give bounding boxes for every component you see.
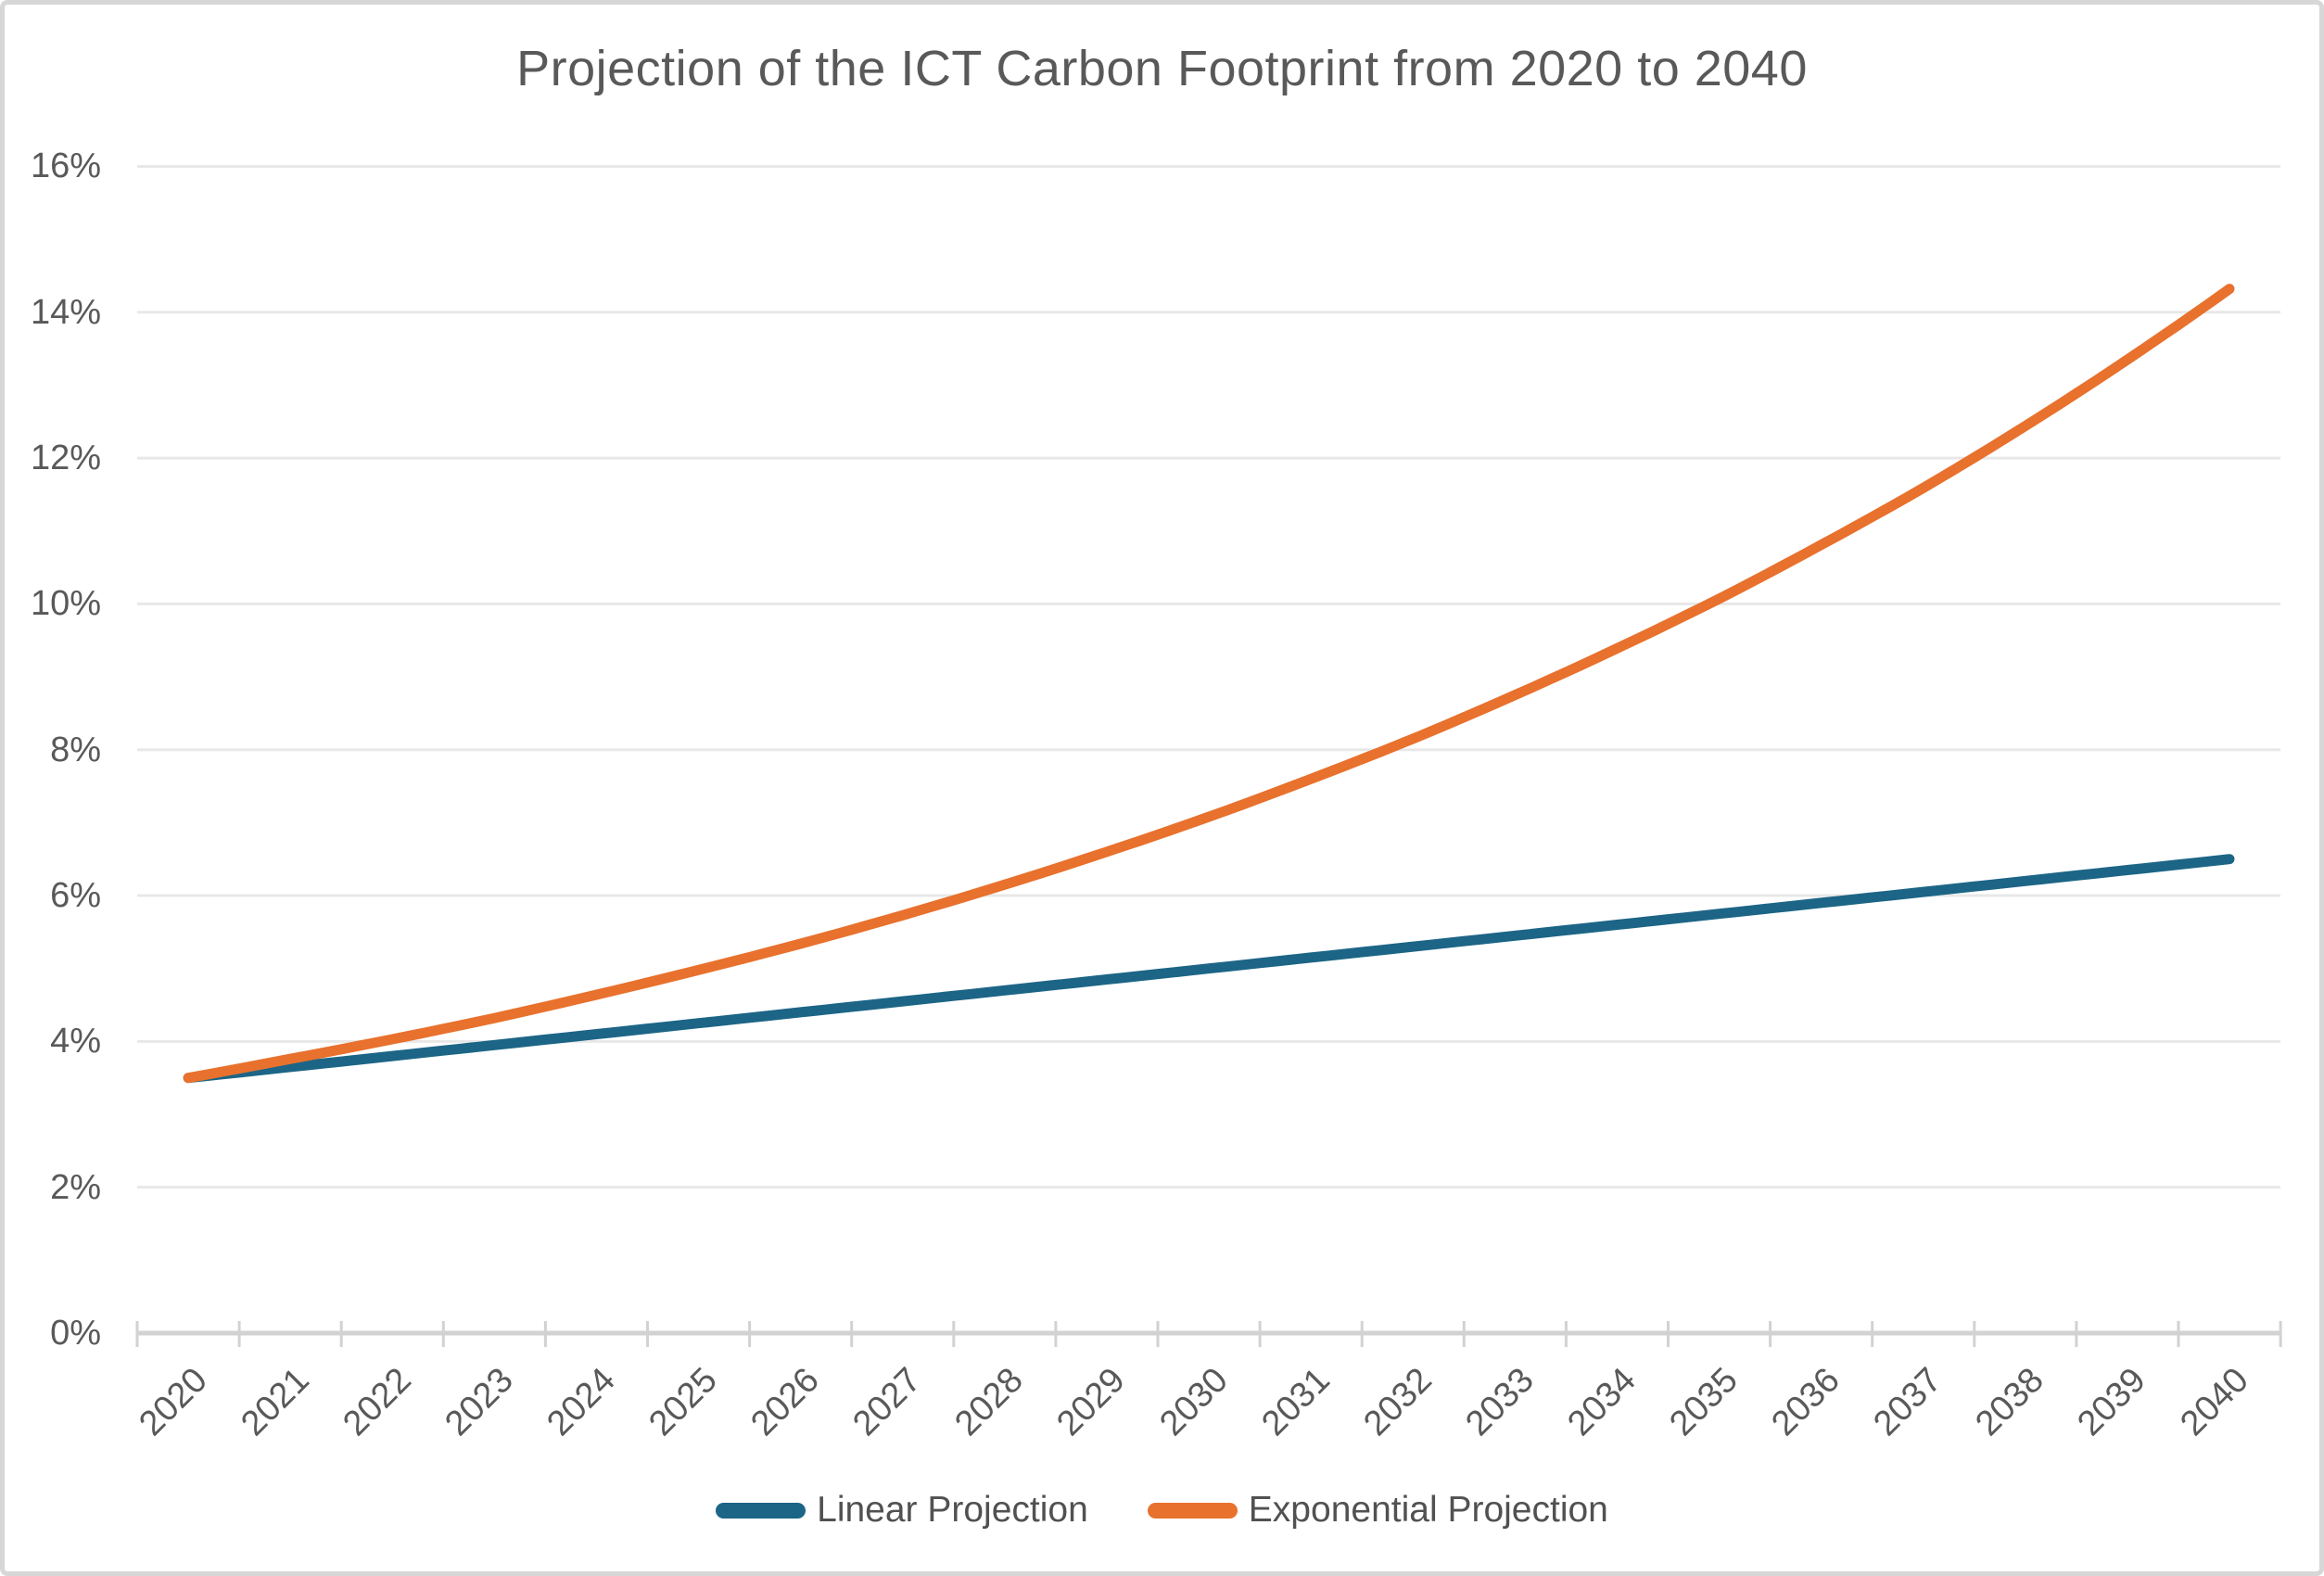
y-axis-tick-label: 10%	[30, 584, 101, 624]
legend-item-exponential-projection: Exponential Projection	[1147, 1486, 1608, 1534]
legend-label-linear-projection: Linear Projection	[817, 1490, 1088, 1530]
legend-item-linear-projection: Linear Projection	[716, 1486, 1088, 1534]
y-axis-tick-label: 8%	[50, 730, 101, 769]
exponential-projection-line	[183, 284, 2235, 1084]
chart-title: Projection of the ICT Carbon Footprint f…	[516, 41, 1808, 96]
exponential-series-swatch	[1147, 1502, 1238, 1519]
legend: Linear Projection Exponential Projection	[5, 1486, 2319, 1534]
legend-label-exponential-projection: Exponential Projection	[1248, 1490, 1608, 1530]
y-axis-tick-label: 0%	[50, 1314, 101, 1353]
y-axis-tick-label: 6%	[50, 876, 101, 916]
y-axis-tick-label: 4%	[50, 1022, 101, 1061]
linear-series-swatch	[716, 1502, 806, 1519]
linear-projection-line	[183, 854, 2235, 1084]
y-axis-tick-label: 14%	[30, 292, 101, 332]
y-axis-tick-label: 16%	[30, 146, 101, 186]
y-axis-tick-label: 12%	[30, 438, 101, 478]
y-axis-tick-label: 2%	[50, 1167, 101, 1207]
plot-area	[135, 164, 2282, 1347]
